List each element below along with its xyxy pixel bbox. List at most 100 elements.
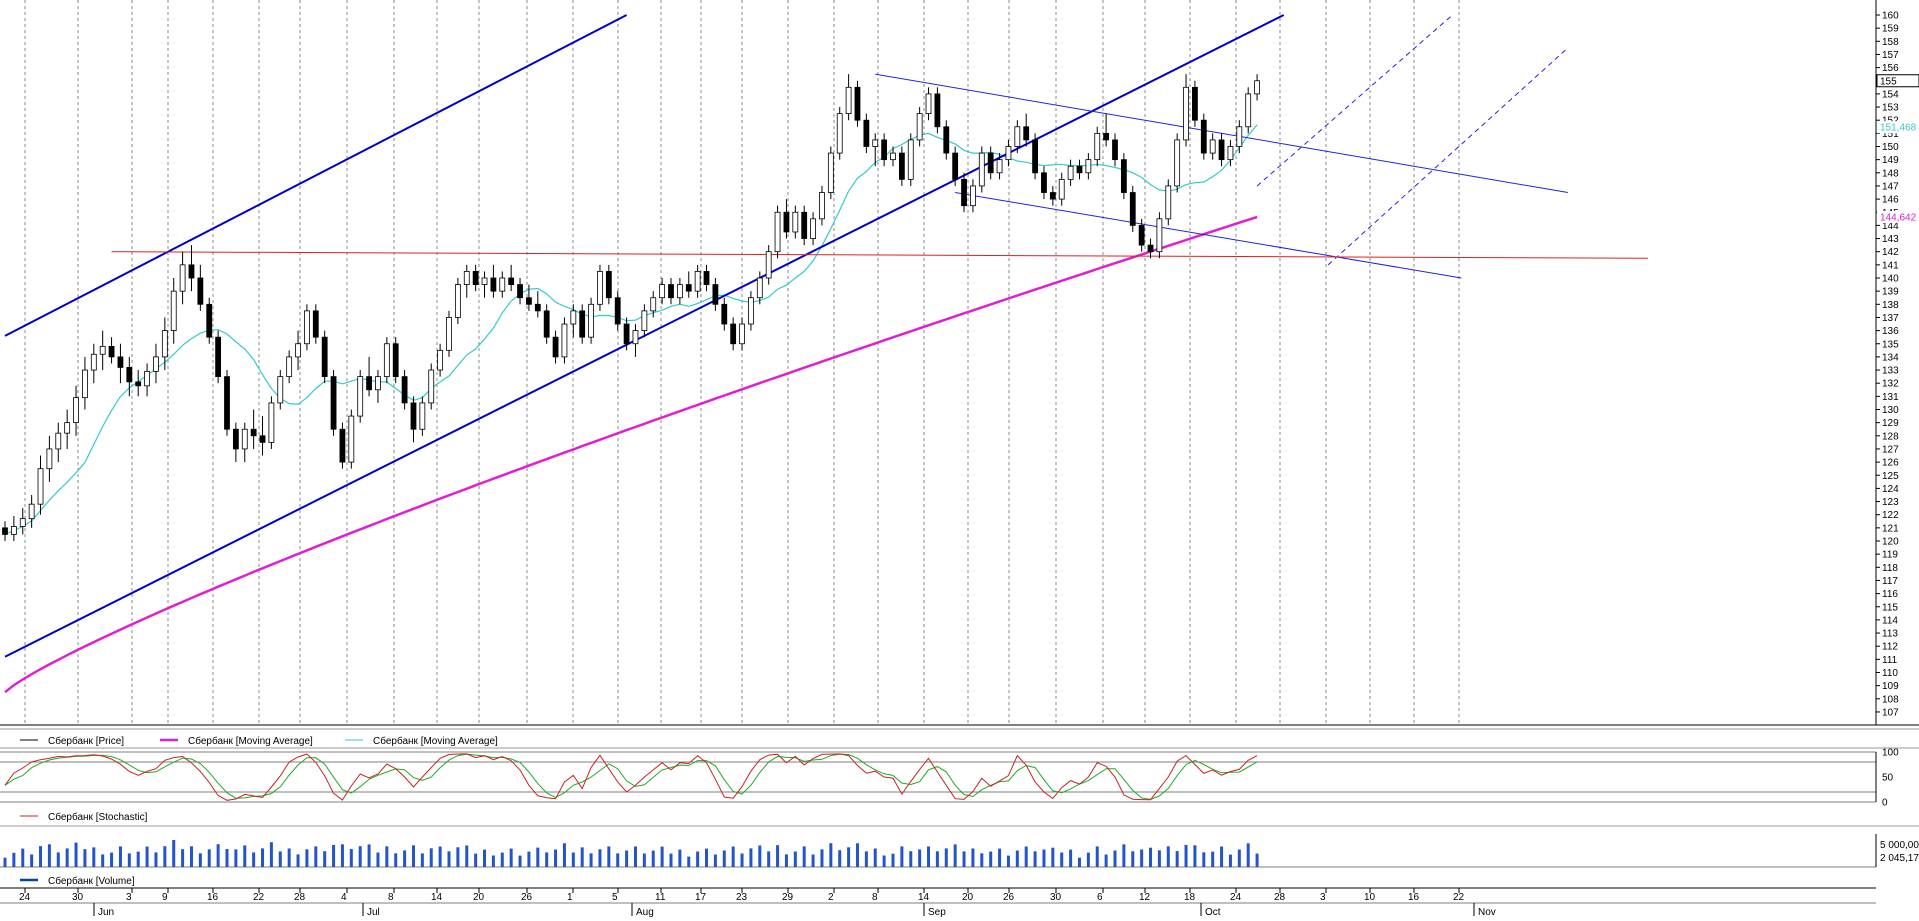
- volume-bar: [935, 851, 939, 867]
- volume-bar: [580, 847, 584, 867]
- candle-body: [1120, 159, 1127, 193]
- volume-panel[interactable]: 5 000,00 2 045,17: [0, 834, 1919, 868]
- candle-body: [46, 448, 53, 470]
- candle: [179, 251, 186, 305]
- candle-body: [659, 284, 666, 299]
- volume-bar: [545, 852, 549, 867]
- volume-bar: [367, 844, 371, 867]
- candle-body: [970, 185, 976, 207]
- trendline: [111, 251, 1648, 259]
- candle-body: [170, 290, 177, 331]
- volume-bar: [118, 846, 122, 867]
- candle-body: [925, 93, 932, 115]
- candle: [1174, 133, 1181, 193]
- candle-body: [614, 297, 621, 325]
- volume-bar: [820, 849, 824, 867]
- date-tick-label: 8: [872, 892, 878, 903]
- candle-body: [490, 277, 497, 292]
- candle-body: [1209, 139, 1216, 154]
- candle-body: [872, 139, 879, 147]
- volume-bar: [39, 846, 43, 867]
- candle-body: [623, 323, 630, 345]
- volume-bar: [136, 851, 140, 867]
- candle: [286, 350, 293, 384]
- slow-moving-average-line: [4, 215, 1258, 694]
- volume-bar: [1166, 846, 1170, 867]
- price-tick-label: 142: [1882, 247, 1899, 258]
- price-tick-label: 147: [1882, 181, 1899, 192]
- candle-body: [410, 402, 417, 430]
- candle: [19, 508, 26, 535]
- price-tick-label: 129: [1882, 418, 1899, 429]
- volume-tick-label: 5 000,00: [1880, 840, 1919, 851]
- candle: [854, 80, 861, 127]
- candle-body: [1236, 126, 1243, 147]
- month-label: Jul: [367, 907, 380, 918]
- candle-body: [721, 303, 728, 325]
- volume-legend-label: Сбербанк [Volume]: [48, 875, 135, 887]
- candle: [1032, 133, 1038, 180]
- candle-body: [1165, 185, 1172, 220]
- volume-bar: [509, 848, 513, 867]
- volume-bar: [980, 853, 984, 867]
- date-tick-label: 4: [341, 892, 347, 903]
- candle: [304, 304, 310, 351]
- candle-body: [375, 376, 381, 391]
- candle-body: [996, 159, 1003, 174]
- candle: [1103, 113, 1110, 147]
- date-tick-label: 24: [19, 892, 31, 903]
- candle-body: [446, 317, 452, 351]
- candle: [1200, 113, 1207, 160]
- volume-bar: [110, 852, 114, 867]
- stochastic-legend-label: Сбербанк [Stochastic]: [48, 811, 148, 823]
- date-tick-label: 10: [1364, 892, 1376, 903]
- candle-body: [1147, 244, 1154, 253]
- volume-bar: [847, 847, 851, 867]
- volume-bar: [314, 846, 318, 867]
- volume-bar: [65, 848, 69, 867]
- value-tag-box: [1876, 74, 1919, 88]
- price-tick-label: 140: [1882, 274, 1899, 285]
- candle: [1067, 159, 1074, 186]
- volume-bar: [483, 849, 487, 867]
- candle: [623, 317, 630, 351]
- trendline: [4, 14, 628, 337]
- candle: [694, 264, 701, 298]
- candle: [605, 264, 612, 305]
- candle-body: [1200, 119, 1207, 154]
- date-tick-label: 1: [567, 892, 573, 903]
- candle-body: [881, 139, 888, 161]
- candlesticks: [2, 74, 1260, 541]
- volume-bar: [864, 851, 868, 867]
- candle: [312, 304, 319, 344]
- candle: [543, 304, 550, 344]
- candle-body: [383, 343, 390, 378]
- volume-bar: [1149, 847, 1153, 867]
- volume-bar: [278, 851, 282, 867]
- candle: [987, 146, 994, 180]
- candle: [241, 422, 248, 463]
- date-tick-label: 11: [655, 892, 666, 903]
- candle-body: [1218, 139, 1225, 161]
- candle-body: [437, 349, 444, 371]
- volume-bar: [1104, 854, 1108, 867]
- candle: [383, 337, 390, 384]
- candle: [863, 113, 870, 154]
- candle-body: [348, 415, 355, 463]
- candle: [668, 278, 674, 305]
- candle-body: [534, 303, 541, 312]
- stochastic-panel[interactable]: 100 50 0: [0, 747, 1919, 809]
- volume-bar: [554, 849, 558, 867]
- date-tick-label: 14: [431, 892, 443, 903]
- candle: [517, 278, 523, 305]
- candle-body: [1183, 86, 1189, 141]
- legend-label: Сбербанк [Moving Average]: [188, 735, 313, 747]
- price-tick-label: 138: [1882, 300, 1899, 311]
- candle: [490, 264, 497, 298]
- candle-body: [224, 376, 230, 430]
- price-tick-label: 110: [1882, 668, 1898, 679]
- volume-bar: [616, 853, 620, 867]
- volume-bar: [1122, 844, 1126, 867]
- volume-bar: [642, 853, 646, 867]
